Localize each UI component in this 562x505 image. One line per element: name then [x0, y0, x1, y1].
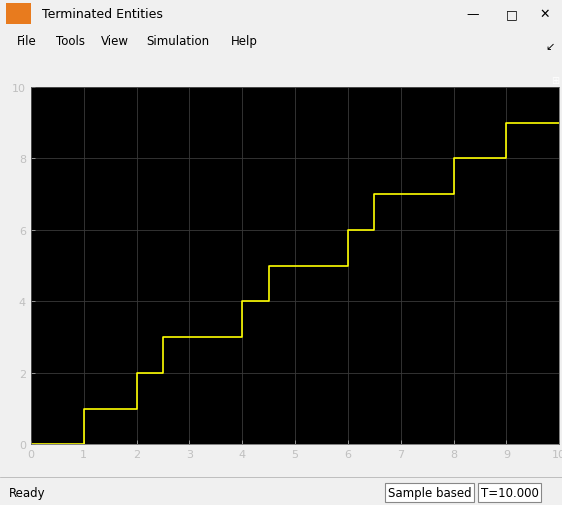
Text: Help: Help	[230, 35, 257, 48]
Text: ↙: ↙	[545, 42, 555, 52]
Text: Tools: Tools	[56, 35, 85, 48]
Text: T=10.000: T=10.000	[481, 486, 538, 499]
Text: Sample based: Sample based	[388, 486, 472, 499]
Text: View: View	[101, 35, 129, 48]
Text: □: □	[506, 8, 518, 21]
Text: File: File	[17, 35, 37, 48]
Text: Ready: Ready	[8, 486, 45, 499]
Text: ⊞: ⊞	[551, 76, 559, 86]
Text: ✕: ✕	[540, 8, 550, 21]
Text: Simulation: Simulation	[146, 35, 209, 48]
Text: —: —	[466, 8, 479, 21]
Bar	[6, 5, 31, 24]
Text: Terminated Entities: Terminated Entities	[42, 8, 163, 21]
